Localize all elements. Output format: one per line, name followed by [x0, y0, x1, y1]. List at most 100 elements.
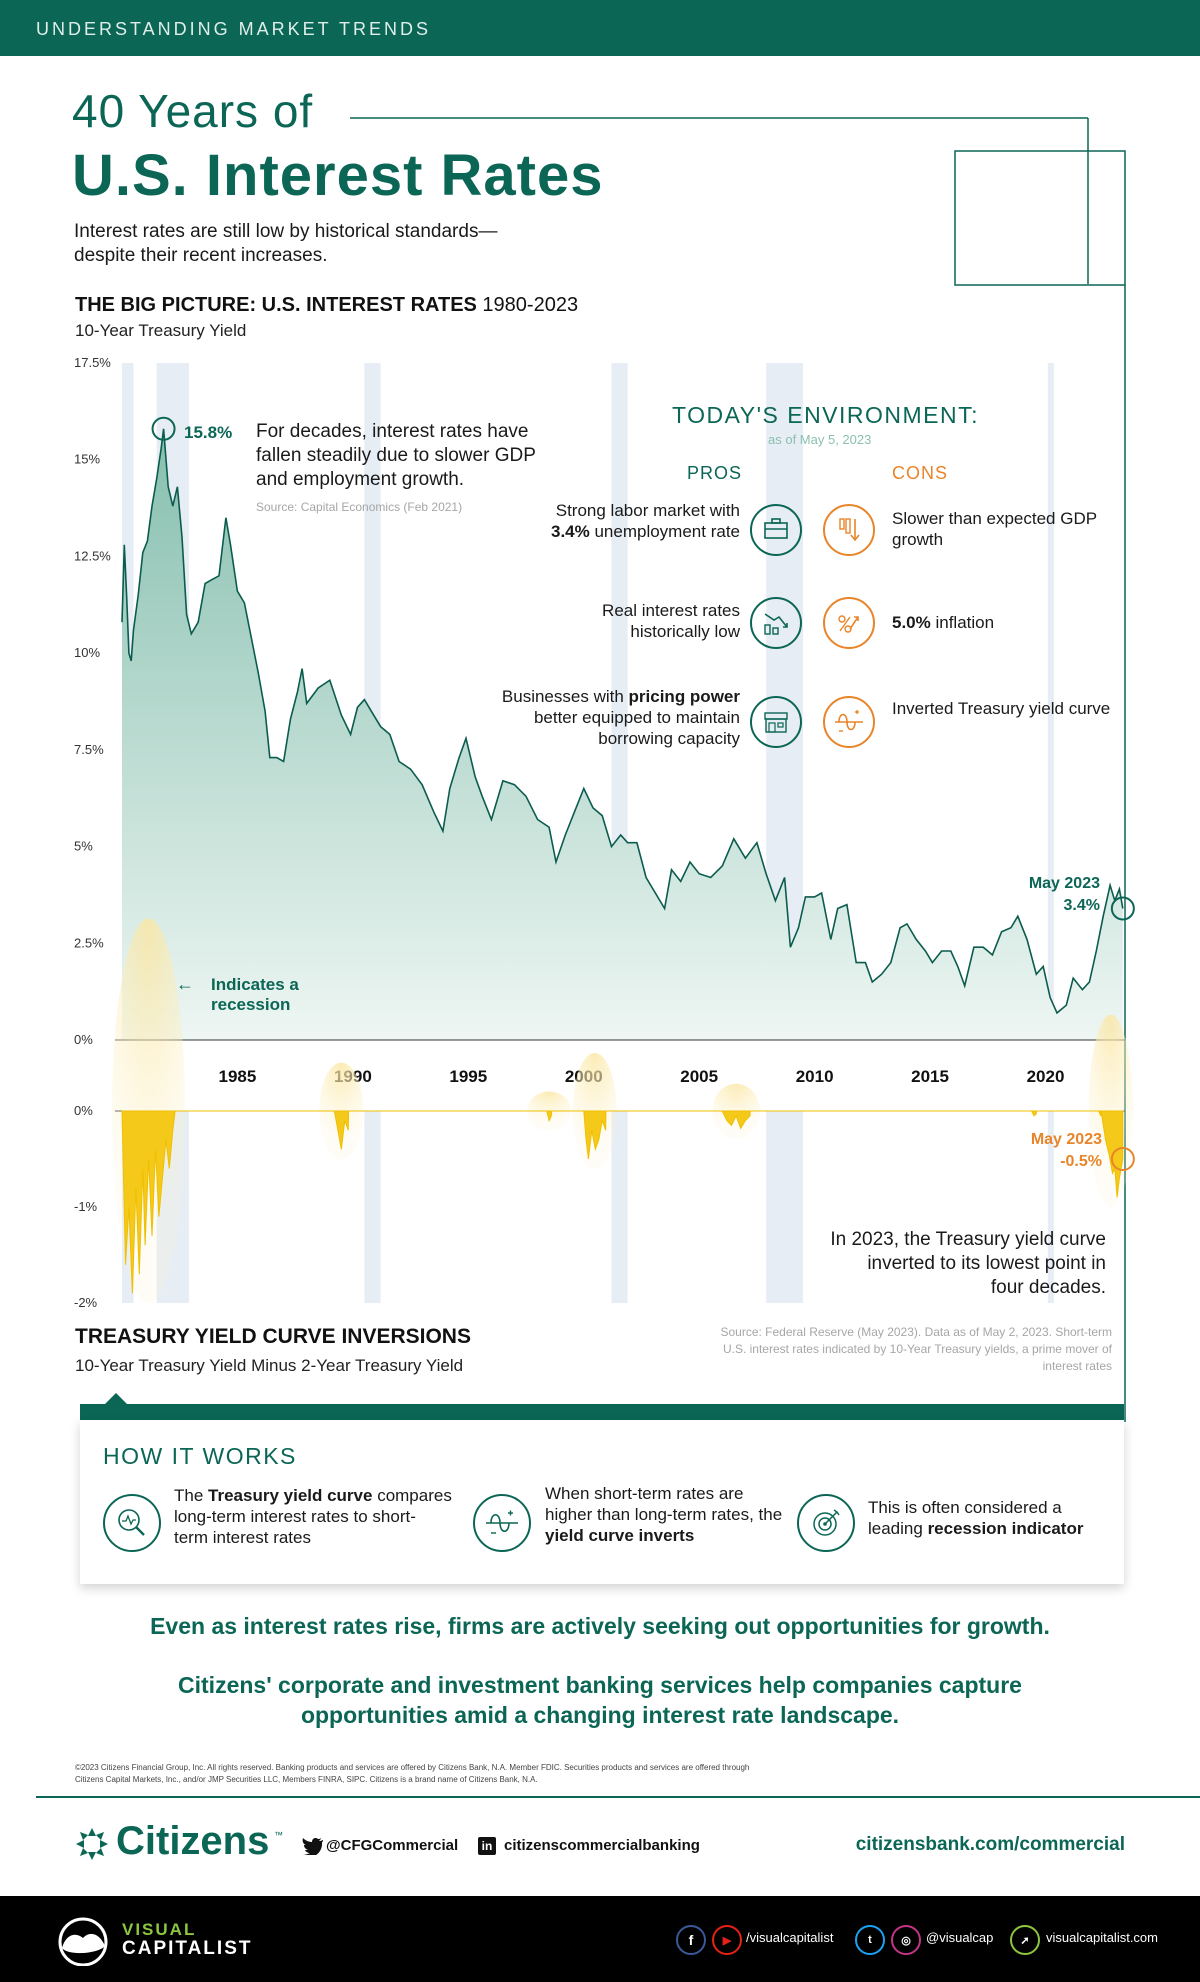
inversion-y-tick-label: -2% — [74, 1295, 98, 1310]
rates-end-label: May 2023 3.4% — [990, 873, 1100, 917]
decorative-frame — [350, 117, 1126, 1422]
vc-handle-2[interactable]: @visualcap — [926, 1930, 994, 1945]
rates-y-axis: 17.5% 15% 12.5% 10% 7.5% 5% 2.5% 0% — [74, 355, 111, 1047]
vc-brand-top: VISUAL — [122, 1920, 197, 1939]
inversions-y-axis: 0% -1% -2% — [74, 1103, 98, 1310]
vc-logo-icon — [58, 1917, 108, 1966]
magnifier-chart-icon — [103, 1494, 161, 1552]
how-item-1: The Treasury yield curve compares long-t… — [174, 1486, 452, 1547]
con-item-1: Slower than expected GDP growth — [892, 509, 1097, 549]
instagram-icon[interactable]: ◎ — [891, 1925, 921, 1955]
top-banner — [0, 0, 1200, 56]
y-tick-label: 12.5% — [74, 548, 111, 563]
inversion-note: In 2023, the Treasury yield curve invert… — [830, 1229, 1106, 1298]
recession-band-top-5 — [1047, 363, 1054, 1040]
inversion-end-marker — [1110, 1147, 1135, 1171]
charts-canvas: 17.5%15%12.5%10%7.5%5%2.5%0% 19851990199… — [74, 355, 1135, 1310]
cursor-icon[interactable]: ➚ — [1010, 1925, 1040, 1955]
recession-band-bottom-2 — [364, 1111, 381, 1303]
inversions-title: TREASURY YIELD CURVE INVERSIONS — [75, 1325, 471, 1348]
how-pointer — [104, 1393, 128, 1405]
title-line2: U.S. Interest Rates — [72, 143, 604, 208]
linkedin-icon[interactable]: in — [478, 1837, 496, 1855]
how-it-works-box — [80, 1420, 1124, 1584]
recession-band-bottom-3 — [611, 1111, 628, 1303]
twitter-icon[interactable]: t — [855, 1925, 885, 1955]
how-item-3: This is often considered a leading reces… — [868, 1498, 1084, 1538]
twitter-icon[interactable] — [302, 1837, 324, 1855]
subtitle: Interest rates are still low by historic… — [74, 221, 498, 266]
y-tick-label: 0% — [74, 1032, 93, 1047]
big-picture-title-bold: THE BIG PICTURE: U.S. INTEREST RATES — [75, 294, 477, 316]
kicker-text: UNDERSTANDING MARKET TRENDS — [36, 19, 432, 39]
x-tick-label: 1985 — [219, 1067, 257, 1086]
peak-label: 15.8% — [184, 423, 233, 442]
con-item-3: Inverted Treasury yield curve — [892, 699, 1111, 718]
pros-header: PROS — [687, 463, 743, 483]
cons-header: CONS — [892, 463, 949, 483]
inversions-subtitle: 10-Year Treasury Yield Minus 2-Year Trea… — [75, 1356, 464, 1375]
inverted-curve-icon — [473, 1494, 531, 1552]
how-item-2: When short-term rates are higher than lo… — [545, 1484, 783, 1545]
pro-item-3: Businesses with pricing power better equ… — [501, 687, 740, 748]
facebook-icon[interactable]: f — [676, 1925, 706, 1955]
big-picture-title-years: 1980-2023 — [476, 294, 579, 316]
y-tick-label: 15% — [74, 452, 100, 467]
big-picture-title: THE BIG PICTURE: U.S. INTEREST RATES 198… — [75, 294, 578, 317]
how-title: HOW IT WORKS — [103, 1443, 297, 1469]
vc-site[interactable]: visualcapitalist.com — [1046, 1930, 1158, 1945]
inversions-area — [121, 1110, 1124, 1294]
inversion-end-value: -0.5% — [1060, 1153, 1102, 1170]
recession-band-bottom-4 — [766, 1111, 804, 1303]
citizens-brand: Citizens — [116, 1819, 270, 1863]
citizens-url[interactable]: citizensbank.com/commercial — [855, 1834, 1125, 1855]
end-marker — [1110, 896, 1135, 921]
recession-arrow: ← — [176, 974, 194, 994]
y-tick-label: 17.5% — [74, 355, 111, 370]
rates-area — [122, 428, 1123, 1040]
pro-item-2: Real interest rates historically low — [602, 601, 740, 641]
legal-text: ©2023 Citizens Financial Group, Inc. All… — [75, 1763, 750, 1784]
vc-footer — [0, 1896, 1200, 1982]
citizens-logo-icon — [76, 1828, 108, 1860]
target-icon — [797, 1494, 855, 1552]
inverted-curve-icon — [823, 696, 875, 748]
how-bar — [80, 1404, 1124, 1422]
inversion-end-month: May 2023 — [1030, 1131, 1102, 1148]
today-as-of: as of May 5, 2023 — [768, 432, 872, 447]
y-tick-label: 5% — [74, 839, 93, 854]
big-picture-subtitle: 10-Year Treasury Yield — [75, 321, 247, 340]
citizens-tm: ™ — [274, 1830, 283, 1840]
x-tick-label: 2010 — [796, 1067, 834, 1086]
rates-end-month: May 2023 — [1028, 875, 1100, 892]
x-tick-label: 2020 — [1027, 1067, 1065, 1086]
peak-marker — [151, 416, 176, 441]
rates-end-value: 3.4% — [1063, 897, 1100, 914]
linkedin-handle[interactable]: citizenscommercialbanking — [504, 1837, 700, 1854]
y-tick-label: 2.5% — [74, 935, 104, 950]
youtube-icon[interactable]: ▶ — [712, 1925, 742, 1955]
footer-divider — [36, 1796, 1200, 1798]
recession-band-bottom-5 — [1047, 1111, 1054, 1303]
briefcase-icon — [750, 504, 802, 556]
message-line2: Citizens' corporate and investment banki… — [178, 1672, 1022, 1728]
rates-callout-source: Source: Capital Economics (Feb 2021) — [256, 500, 463, 514]
vc-handle-1[interactable]: /visualcapitalist — [746, 1930, 834, 1945]
falling-bars-icon — [823, 504, 875, 556]
declining-chart-icon — [750, 597, 802, 649]
inversion-y-tick-label: 0% — [74, 1103, 93, 1118]
twitter-handle[interactable]: @CFGCommercial — [326, 1837, 459, 1854]
x-tick-label: 2005 — [680, 1067, 718, 1086]
y-tick-label: 7.5% — [74, 742, 104, 757]
title-line1: 40 Years of — [72, 85, 314, 137]
message-line1: Even as interest rates rise, firms are a… — [150, 1613, 1050, 1639]
x-tick-label: 1995 — [449, 1067, 487, 1086]
con-item-2: 5.0% inflation — [892, 613, 995, 632]
inversion-y-tick-label: -1% — [74, 1199, 98, 1214]
recession-note: Indicates a recession — [211, 975, 299, 1014]
rates-callout: For decades, interest rates have fallen … — [256, 421, 536, 490]
pro-item-1: Strong labor market with 3.4% unemployme… — [551, 501, 740, 541]
vc-brand-bottom: CAPITALIST — [122, 1938, 253, 1959]
inversion-end-label: May 2023 -0.5% — [990, 1129, 1102, 1173]
inversions-source: Source: Federal Reserve (May 2023). Data… — [720, 1325, 1112, 1373]
